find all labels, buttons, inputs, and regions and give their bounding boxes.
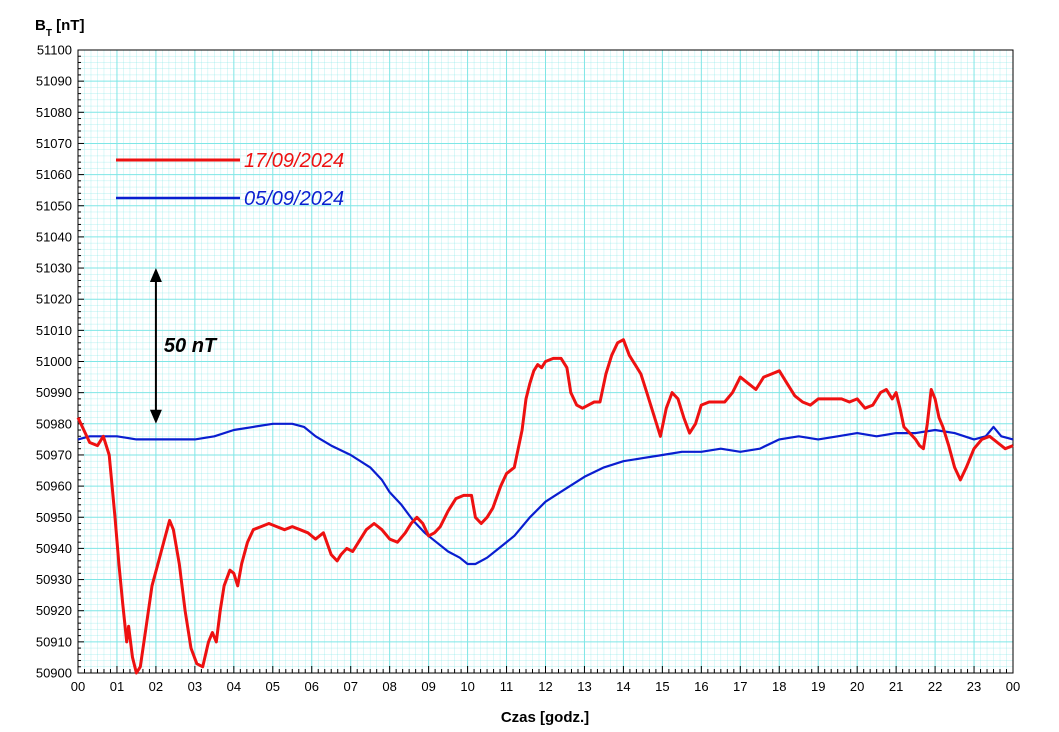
x-tick-label: 18 [772,679,786,694]
x-tick-label: 23 [967,679,981,694]
x-tick-label: 10 [460,679,474,694]
x-tick-label: 11 [500,679,514,694]
x-tick-label: 01 [110,679,124,694]
x-tick-label: 13 [577,679,591,694]
annotation-label: 50 nT [164,335,218,357]
x-tick-label: 00 [71,679,85,694]
x-tick-label: 00 [1006,679,1020,694]
x-tick-label: 06 [305,679,319,694]
y-tick-label: 51030 [36,261,72,276]
x-tick-label: 20 [850,679,864,694]
y-tick-label: 50990 [36,385,72,400]
x-axis-title: Czas [godz.] [501,709,589,726]
arrow-head-down-icon [149,409,162,424]
y-tick-label: 51100 [37,43,72,58]
y-tick-label: 50910 [36,634,72,649]
y-tick-labels: 50900 50910 50920 50930 50940 50950 50960 50970… [36,43,72,681]
x-tick-label: 17 [733,679,747,694]
x-tick-label: 16 [694,679,708,694]
legend-label-05-09-2024: 05/09/2024 [244,188,344,210]
x-tick-label: 04 [227,679,241,694]
y-tick-label: 51040 [36,229,72,244]
x-tick-label: 03 [188,679,202,694]
y-tick-label: 50920 [36,603,72,618]
x-tick-label: 21 [889,679,903,694]
y-tick-label: 50950 [36,510,72,525]
x-tick-label: 15 [655,679,669,694]
x-tick-label: 12 [538,679,552,694]
x-tick-label: 14 [616,679,630,694]
x-tick-label: 02 [149,679,163,694]
arrow-head-up-icon [149,268,162,283]
x-tick-labels: 00 01 02 03 04 05 06 07 08 09 10 11 12 13 14 15 16 17 18 19… [71,679,1020,694]
legend: 17/09/2024 05/09/2024 [116,150,344,210]
y-tick-label: 51000 [36,354,72,369]
x-tick-label: 19 [811,679,825,694]
legend-label-17-09-2024: 17/09/2024 [244,150,344,172]
series-lines [76,338,1014,675]
y-tick-label: 50900 [36,666,72,681]
x-tick-label: 05 [266,679,280,694]
y-tick-label: 50980 [36,416,72,431]
series-line-05-09-2024 [77,422,1014,566]
y-tick-label: 50940 [36,541,72,556]
y-tick-label: 51060 [36,167,72,182]
y-tick-label: 51070 [36,136,72,151]
x-tick-label: 09 [421,679,435,694]
x-tick-label: 07 [343,679,357,694]
x-tick-label: 08 [382,679,396,694]
tick-marks [77,49,1014,674]
y-tick-label: 51080 [36,105,72,120]
y-tick-label: 51050 [36,198,72,213]
y-axis-title: BT [nT] [35,17,84,39]
series-line-17-09-2024 [76,338,1014,675]
y-tick-label: 51020 [36,292,72,307]
grid [77,49,1014,674]
y-tick-label: 51010 [36,323,72,338]
y-tick-label: 50960 [36,479,72,494]
y-tick-label: 50970 [36,447,72,462]
y-tick-label: 50930 [36,572,72,587]
x-tick-label: 22 [928,679,942,694]
annotation-50nt: 50 nT [149,268,218,424]
y-tick-label: 51090 [36,74,72,89]
